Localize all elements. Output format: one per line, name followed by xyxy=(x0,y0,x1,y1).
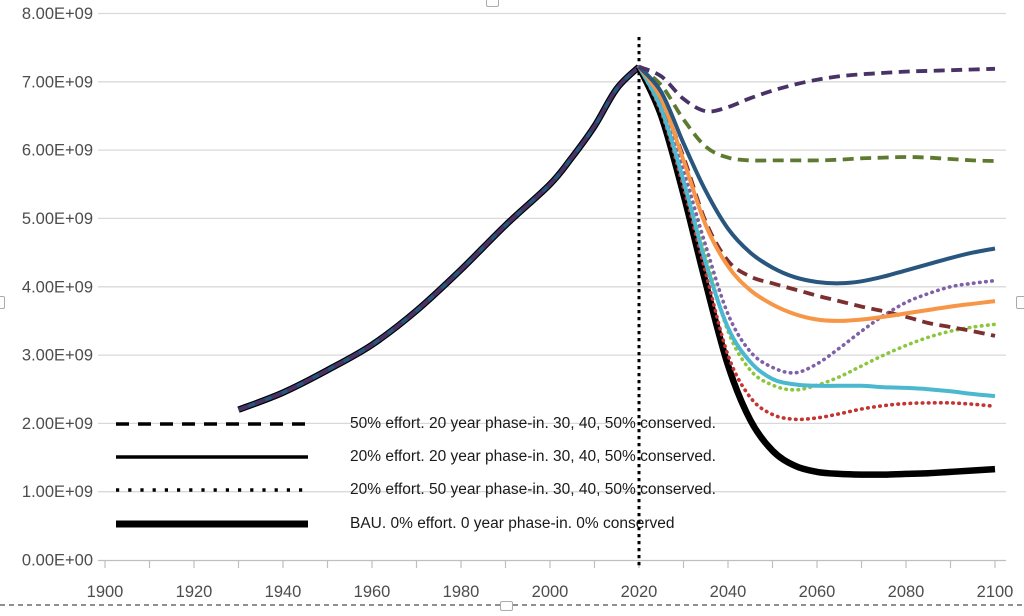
selection-handle-bottom[interactable] xyxy=(500,601,513,611)
y-tick-label: 0.00E+00 xyxy=(22,552,93,570)
series-e50-p20-c50 xyxy=(638,65,996,114)
series-e20-p20-c40 xyxy=(637,65,996,323)
legend-label: BAU. 0% effort. 0 year phase-in. 0% cons… xyxy=(350,514,675,532)
y-tick-label: 1.00E+09 xyxy=(22,483,93,501)
y-tick-label: 5.00E+09 xyxy=(22,210,93,228)
legend-label: 50% effort. 20 year phase-in. 30, 40, 50… xyxy=(350,414,716,432)
legend-swatch-dotted xyxy=(116,488,308,493)
y-tick-label: 6.00E+09 xyxy=(22,142,93,160)
legend-label: 20% effort. 50 year phase-in. 30, 40, 50… xyxy=(350,481,716,499)
x-tick-label: 1960 xyxy=(354,583,391,601)
selection-handle-right[interactable] xyxy=(1016,296,1024,309)
series-e50-p20-c40 xyxy=(637,65,996,163)
x-tick-label: 1940 xyxy=(265,583,302,601)
history-line xyxy=(237,65,641,412)
chart-legend: 50% effort. 20 year phase-in. 30, 40, 50… xyxy=(114,407,716,541)
legend-item-50pct-effort: 50% effort. 20 year phase-in. 30, 40, 50… xyxy=(114,407,716,440)
legend-item-20pct-effort-50yr: 20% effort. 50 year phase-in. 30, 40, 50… xyxy=(114,474,716,507)
x-tick-label: 2020 xyxy=(621,583,658,601)
x-tick-label: 2040 xyxy=(710,583,747,601)
legend-swatch-thick xyxy=(116,520,308,528)
x-tick-label: 1980 xyxy=(443,583,480,601)
legend-label: 20% effort. 20 year phase-in. 30, 40, 50… xyxy=(350,448,716,466)
selection-handle-left[interactable] xyxy=(0,296,5,309)
legend-swatch-solid xyxy=(116,455,308,459)
y-tick-label: 4.00E+09 xyxy=(22,278,93,296)
history-line-dashed-overlay xyxy=(237,65,641,412)
y-tick-label: 2.00E+09 xyxy=(22,415,93,433)
x-tick-label: 2080 xyxy=(888,583,925,601)
series-e20-p20-c50 xyxy=(637,65,996,286)
y-tick-label: 7.00E+09 xyxy=(22,73,93,91)
x-tick-label: 2060 xyxy=(799,583,836,601)
x-tick-label: 2000 xyxy=(532,583,569,601)
legend-swatch-dashed xyxy=(116,421,308,426)
legend-item-20pct-effort-20yr: 20% effort. 20 year phase-in. 30, 40, 50… xyxy=(114,440,716,473)
y-tick-label: 3.00E+09 xyxy=(22,347,93,365)
series-bau xyxy=(636,65,996,478)
series-e20-p50-c50 xyxy=(637,65,997,375)
series-e20-p20-c30 xyxy=(637,65,996,399)
x-tick-label: 1900 xyxy=(87,583,124,601)
x-tick-label: 1920 xyxy=(176,583,213,601)
selection-handle-top[interactable] xyxy=(486,0,499,7)
y-tick-label: 8.00E+09 xyxy=(22,5,93,23)
legend-item-bau: BAU. 0% effort. 0 year phase-in. 0% cons… xyxy=(114,507,716,540)
history-line-bau-underlay xyxy=(237,64,642,413)
x-tick-label: 2100 xyxy=(977,583,1014,601)
series-e20-p50-c30 xyxy=(637,65,997,422)
